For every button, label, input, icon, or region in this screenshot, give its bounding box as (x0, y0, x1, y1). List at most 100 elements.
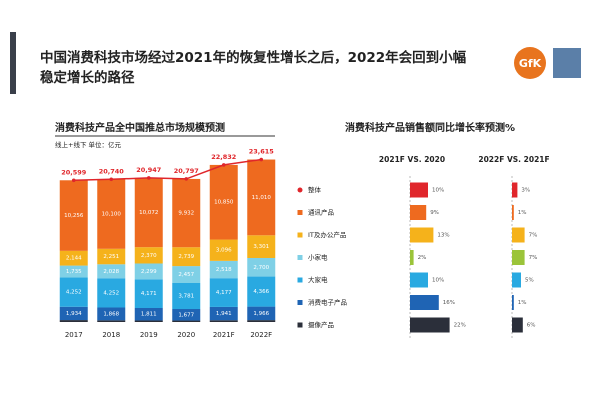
bar-label: 10% (432, 188, 444, 194)
legend-label: 小家电 (308, 253, 328, 262)
chart-subtitle: 线上+线下 单位：亿元 (55, 140, 122, 149)
segment-label: 1,934 (66, 311, 82, 317)
segment-label: 2,518 (216, 267, 232, 273)
bar-segment (247, 159, 276, 236)
bar (512, 205, 514, 220)
x-tick-label: 2020 (177, 331, 195, 339)
legend-label: 大家电 (308, 275, 328, 284)
total-point (109, 177, 114, 182)
accent-bar (10, 32, 16, 94)
segment-label: 2,251 (103, 254, 119, 260)
bar-segment (172, 178, 201, 248)
bar-label: 13% (437, 233, 449, 239)
legend-swatch (297, 322, 303, 328)
bar-label: 3% (521, 188, 530, 194)
bar-segment (172, 320, 201, 322)
partner-logo (553, 48, 581, 78)
bar (512, 227, 525, 243)
bar (512, 295, 514, 310)
bar-segment (59, 250, 88, 266)
total-point (259, 157, 264, 162)
bar-segment (209, 260, 238, 279)
bar-segment (209, 320, 238, 322)
total-point (71, 178, 76, 183)
total-line (73, 158, 262, 182)
bar-label: 1% (518, 300, 527, 306)
legend-swatch (297, 232, 303, 238)
bar-segment (97, 248, 126, 265)
logo-badge (514, 47, 546, 79)
segment-label: 1,966 (253, 311, 269, 317)
segment-label: 1,811 (141, 312, 157, 318)
x-tick-label: 2017 (65, 331, 83, 339)
bar-segment (209, 306, 238, 321)
x-tick-label: 2019 (140, 331, 158, 339)
bar-segment (97, 307, 126, 321)
bar (512, 317, 523, 333)
x-tick-label: 2018 (102, 331, 120, 339)
bar-label: 22% (454, 323, 466, 329)
segment-label: 10,072 (139, 210, 158, 216)
bar-segment (172, 309, 201, 321)
segment-label: 1,735 (66, 269, 82, 275)
bar-label: 5% (525, 278, 534, 284)
chart-title: 消费科技产品销售额同比增长率预测% (345, 121, 515, 134)
bar-segment (209, 164, 238, 240)
bar-segment (134, 320, 163, 322)
bar-segment (134, 263, 163, 280)
bar (410, 227, 434, 243)
bar-label: 2% (418, 255, 427, 261)
total-label: 22,832 (211, 153, 236, 161)
bar-segment (134, 279, 163, 308)
bar-segment (247, 306, 276, 321)
total-label: 20,740 (99, 167, 125, 175)
legend-label: 整体 (308, 185, 322, 194)
total-point (221, 163, 226, 167)
legend-label: 消费电子产品 (308, 298, 347, 307)
bar (512, 272, 521, 288)
bar (410, 182, 428, 198)
bar (410, 317, 450, 333)
segment-label: 9,932 (178, 211, 194, 217)
column-header: 2021F VS. 2020 (379, 155, 445, 164)
title-line: 中国消费科技市场经过2021年的恢复性增长之后，2022年会回到小幅 (40, 49, 467, 66)
bar (410, 205, 427, 220)
segment-label: 4,252 (66, 290, 82, 296)
legend-label: IT及办公产品 (308, 230, 346, 239)
segment-label: 3,096 (216, 248, 232, 254)
total-label: 20,947 (136, 166, 161, 174)
segment-label: 1,677 (178, 312, 194, 318)
bar-segment (134, 177, 163, 248)
segment-label: 4,366 (253, 289, 269, 295)
title-line: 稳定增长的路径 (40, 69, 135, 86)
segment-label: 2,144 (66, 256, 82, 262)
segment-label: 10,100 (102, 212, 122, 218)
total-label: 23,615 (249, 148, 275, 156)
bar-segment (97, 320, 126, 322)
segment-label: 3,301 (253, 244, 269, 250)
bar-segment (172, 247, 201, 267)
segment-label: 1,941 (216, 311, 232, 317)
x-tick-label: 2022F (250, 331, 272, 339)
segment-label: 2,700 (253, 265, 269, 271)
bar-segment (247, 235, 276, 258)
total-label: 20,599 (61, 168, 87, 176)
segment-label: 2,370 (141, 253, 157, 259)
bar-segment (134, 307, 163, 321)
total-point (146, 176, 151, 180)
bar-segment (172, 266, 201, 283)
bar (512, 250, 525, 265)
legend-label: 摄像产品 (308, 320, 334, 329)
bar-segment (209, 278, 238, 307)
bar-segment (59, 320, 88, 322)
bar-segment (97, 264, 126, 279)
bar-segment (59, 180, 88, 251)
segment-label: 4,177 (216, 290, 232, 296)
bar-label: 9% (430, 210, 439, 216)
legend-swatch (297, 300, 303, 305)
bar-label: 16% (443, 300, 455, 306)
segment-label: 2,739 (178, 254, 194, 260)
segment-label: 1,868 (103, 311, 119, 317)
bar (512, 182, 518, 198)
segment-label: 10,256 (64, 213, 84, 219)
